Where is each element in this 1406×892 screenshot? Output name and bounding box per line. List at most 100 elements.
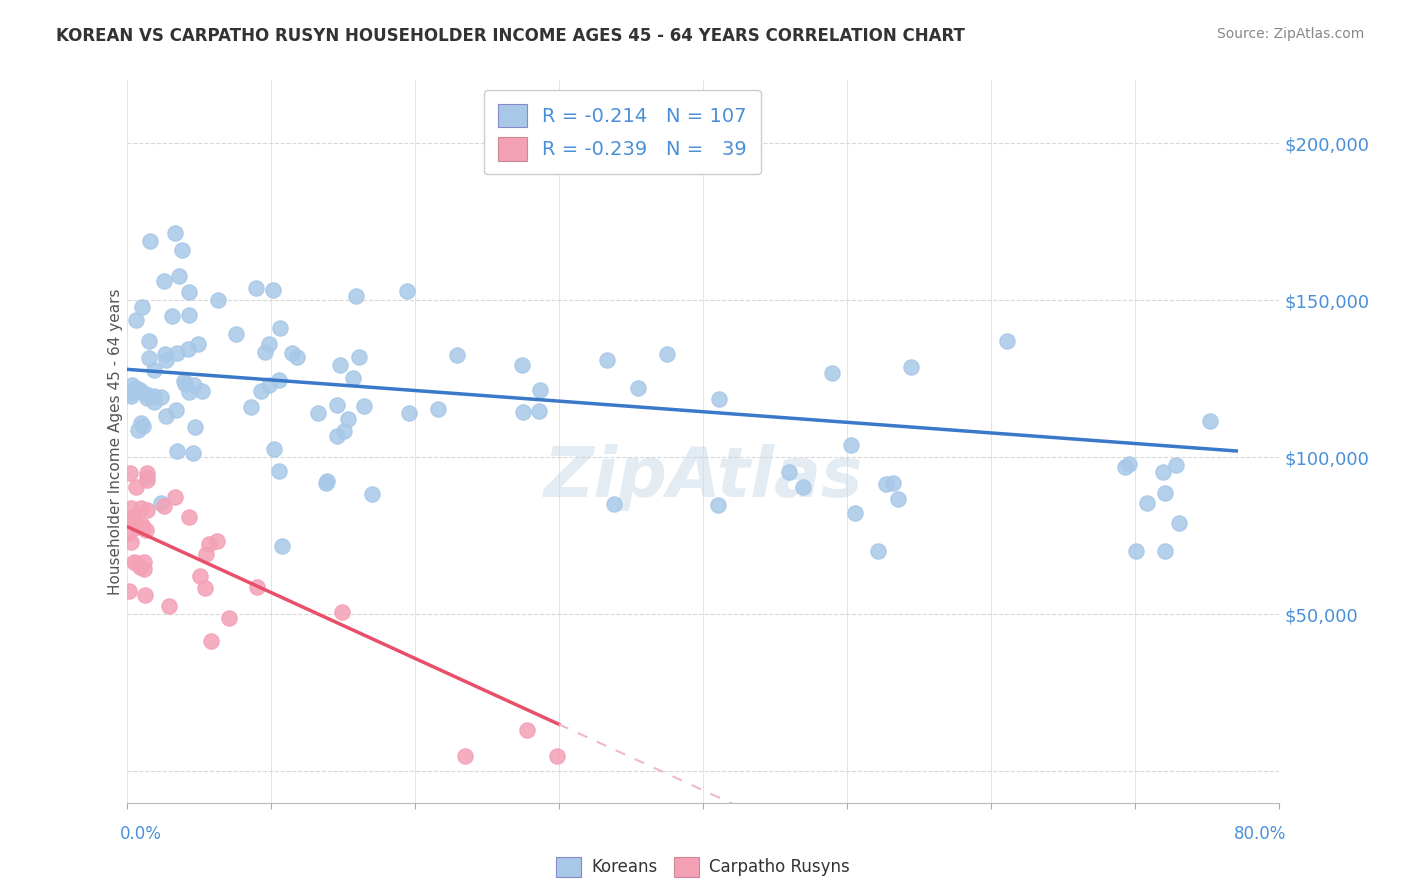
Point	[183, 378, 205, 392]
Point	[254, 345, 277, 359]
Point	[122, 555, 145, 569]
Point	[882, 476, 904, 491]
Point	[342, 371, 364, 385]
Point	[329, 359, 352, 373]
Point	[125, 381, 148, 395]
Point	[1152, 465, 1174, 479]
Point	[142, 395, 165, 409]
Text: ZipAtlas: ZipAtlas	[543, 444, 863, 511]
Point	[844, 506, 866, 520]
Point	[225, 326, 247, 341]
Point	[427, 402, 450, 417]
Point	[177, 343, 200, 357]
Point	[207, 293, 229, 307]
Point	[129, 416, 152, 430]
Point	[778, 465, 800, 479]
Point	[163, 226, 186, 240]
Point	[125, 480, 148, 494]
Point	[529, 383, 551, 397]
Point	[122, 510, 145, 524]
Point	[179, 385, 201, 400]
Y-axis label: Householder Income Ages 45 - 64 years: Householder Income Ages 45 - 64 years	[108, 288, 122, 595]
Point	[267, 373, 290, 387]
Point	[839, 438, 862, 452]
Point	[707, 392, 730, 406]
Point	[454, 748, 477, 763]
Point	[337, 412, 360, 426]
Point	[157, 599, 180, 613]
Point	[263, 442, 285, 457]
Point	[262, 284, 284, 298]
Point	[187, 337, 209, 351]
Text: 0.0%: 0.0%	[120, 825, 162, 843]
Point	[118, 526, 141, 541]
Point	[132, 521, 155, 535]
Point	[153, 499, 176, 513]
Point	[271, 539, 294, 553]
Point	[135, 503, 157, 517]
Point	[512, 405, 534, 419]
Point	[142, 363, 165, 377]
Point	[120, 389, 142, 403]
Point	[315, 476, 337, 491]
Point	[118, 466, 141, 480]
Point	[183, 420, 205, 434]
Point	[135, 524, 157, 538]
Text: KOREAN VS CARPATHO RUSYN HOUSEHOLDER INCOME AGES 45 - 64 YEARS CORRELATION CHART: KOREAN VS CARPATHO RUSYN HOUSEHOLDER INC…	[56, 27, 965, 45]
Point	[155, 352, 177, 367]
Point	[792, 479, 814, 493]
Point	[143, 389, 166, 403]
Point	[194, 581, 217, 595]
Point	[626, 381, 648, 395]
Point	[135, 473, 157, 487]
Point	[149, 496, 172, 510]
Point	[179, 308, 201, 322]
Point	[131, 518, 153, 533]
Point	[353, 399, 375, 413]
Point	[398, 406, 420, 420]
Point	[887, 492, 910, 507]
Point	[121, 377, 143, 392]
Point	[127, 423, 149, 437]
Point	[155, 347, 177, 361]
Point	[1164, 458, 1187, 472]
Point	[333, 424, 356, 438]
Point	[267, 464, 290, 478]
Point	[360, 487, 382, 501]
Point	[122, 510, 145, 524]
Legend: R = -0.214   N = 107, R = -0.239   N =   39: R = -0.214 N = 107, R = -0.239 N = 39	[484, 90, 761, 175]
Point	[138, 351, 160, 365]
Point	[120, 501, 142, 516]
Point	[218, 611, 240, 625]
Point	[259, 336, 281, 351]
Point	[174, 376, 197, 391]
Point	[249, 384, 271, 398]
Point	[181, 446, 204, 460]
Point	[131, 300, 153, 314]
Point	[239, 401, 262, 415]
Point	[150, 390, 173, 404]
Point	[134, 588, 156, 602]
Point	[170, 244, 193, 258]
Point	[1168, 516, 1191, 530]
Point	[179, 509, 201, 524]
Text: 80.0%: 80.0%	[1234, 825, 1286, 843]
Point	[900, 360, 922, 375]
Legend: Koreans, Carpatho Rusyns: Koreans, Carpatho Rusyns	[550, 850, 856, 884]
Point	[527, 404, 550, 418]
Point	[326, 398, 349, 412]
Point	[125, 313, 148, 327]
Text: Source: ZipAtlas.com: Source: ZipAtlas.com	[1216, 27, 1364, 41]
Point	[344, 289, 367, 303]
Point	[707, 498, 730, 512]
Point	[1118, 457, 1140, 471]
Point	[246, 580, 269, 594]
Point	[866, 544, 889, 558]
Point	[134, 555, 156, 569]
Point	[657, 347, 679, 361]
Point	[347, 350, 370, 364]
Point	[1136, 496, 1159, 510]
Point	[316, 475, 339, 489]
Point	[330, 605, 353, 619]
Point	[1153, 486, 1175, 500]
